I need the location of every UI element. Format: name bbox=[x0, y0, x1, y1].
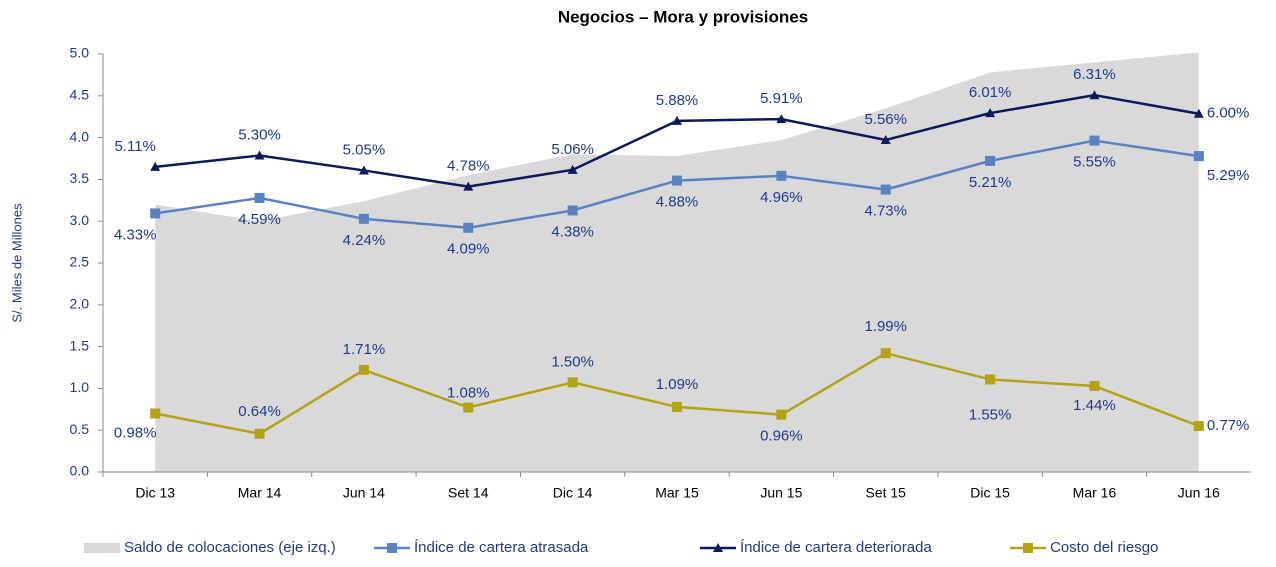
marker bbox=[358, 165, 369, 175]
x-tick-label: Set 14 bbox=[448, 485, 489, 501]
data-label: 5.55% bbox=[1073, 154, 1116, 171]
marker bbox=[1193, 421, 1204, 432]
marker bbox=[1193, 108, 1204, 118]
marker bbox=[254, 150, 265, 160]
marker bbox=[672, 401, 682, 412]
data-label: 5.11% bbox=[114, 138, 155, 155]
data-label: 6.00% bbox=[1207, 105, 1250, 122]
marker bbox=[880, 184, 891, 195]
data-label: 5.29% bbox=[1207, 167, 1250, 184]
data-label: 4.59% bbox=[238, 211, 281, 228]
data-label: 1.09% bbox=[656, 376, 699, 393]
marker bbox=[776, 170, 787, 181]
marker bbox=[776, 114, 787, 124]
x-tick-label: Dic 13 bbox=[135, 485, 175, 501]
marker bbox=[567, 205, 578, 216]
y-tick-label: 1.5 bbox=[70, 337, 90, 353]
data-label: 4.09% bbox=[447, 241, 490, 258]
data-label: 0.98% bbox=[114, 424, 157, 441]
marker bbox=[672, 175, 682, 186]
chart-title: Negocios – Mora y provisiones bbox=[558, 7, 808, 26]
marker bbox=[358, 213, 369, 224]
data-label: 6.01% bbox=[969, 84, 1012, 101]
data-label: 0.64% bbox=[238, 403, 281, 420]
y-tick-label: 2.0 bbox=[70, 296, 90, 312]
legend-label: Índice de cartera deteriorada bbox=[740, 539, 932, 556]
x-tick-label: Dic 15 bbox=[970, 485, 1010, 501]
x-tick-label: Mar 14 bbox=[238, 485, 282, 501]
marker bbox=[1089, 135, 1100, 146]
data-label: 4.38% bbox=[551, 223, 594, 240]
data-label: 5.21% bbox=[969, 174, 1012, 191]
x-tick-label: Mar 15 bbox=[655, 485, 699, 501]
marker bbox=[985, 155, 996, 166]
data-label: 1.44% bbox=[1073, 397, 1116, 414]
marker bbox=[463, 402, 474, 413]
y-tick-label: 0.0 bbox=[70, 463, 90, 479]
data-label: 4.88% bbox=[656, 194, 699, 211]
data-label: 4.96% bbox=[760, 189, 803, 206]
marker bbox=[358, 364, 369, 375]
marker bbox=[254, 192, 265, 203]
marker bbox=[1089, 381, 1100, 392]
y-tick-label: 4.5 bbox=[70, 87, 90, 103]
legend-marker bbox=[387, 543, 397, 553]
marker bbox=[1193, 151, 1204, 162]
data-label: 5.88% bbox=[656, 92, 699, 109]
y-tick-label: 3.5 bbox=[70, 170, 90, 186]
marker bbox=[672, 115, 682, 125]
data-label: 1.55% bbox=[969, 406, 1012, 423]
marker bbox=[254, 428, 265, 439]
y-tick-label: 1.0 bbox=[70, 379, 90, 395]
y-tick-label: 2.5 bbox=[70, 254, 90, 270]
legend-label: Índice de cartera atrasada bbox=[414, 539, 589, 556]
marker bbox=[463, 181, 474, 191]
y-tick-label: 0.5 bbox=[70, 421, 90, 437]
data-label: 0.77% bbox=[1207, 417, 1250, 434]
data-label: 4.24% bbox=[343, 232, 386, 249]
data-label: 6.31% bbox=[1073, 66, 1116, 83]
data-label: 4.73% bbox=[864, 203, 907, 220]
marker bbox=[463, 222, 474, 233]
marker bbox=[1089, 90, 1100, 100]
marker bbox=[567, 377, 578, 388]
data-label: 1.08% bbox=[447, 384, 490, 401]
x-tick-label: Jun 16 bbox=[1178, 485, 1220, 501]
data-label: 1.50% bbox=[551, 353, 594, 370]
data-label: 5.05% bbox=[343, 141, 386, 158]
data-label: 4.78% bbox=[447, 158, 490, 175]
legend-marker bbox=[1023, 543, 1033, 553]
marker bbox=[150, 161, 161, 171]
x-tick-label: Jun 14 bbox=[343, 485, 385, 501]
marker bbox=[880, 134, 891, 144]
data-label: 4.33% bbox=[114, 226, 157, 243]
data-label: 1.71% bbox=[343, 341, 386, 358]
data-label: 5.30% bbox=[238, 126, 281, 143]
data-label: 5.91% bbox=[760, 90, 803, 107]
data-label: 1.99% bbox=[864, 318, 907, 335]
legend-label: Costo del riesgo bbox=[1050, 539, 1158, 556]
x-tick-label: Set 15 bbox=[865, 485, 906, 501]
marker bbox=[150, 408, 161, 419]
marker bbox=[985, 374, 996, 385]
y-tick-label: 5.0 bbox=[70, 45, 90, 61]
data-label: 5.06% bbox=[551, 141, 594, 158]
y-axis-label: S/. Miles de Millones bbox=[9, 203, 24, 323]
x-tick-label: Dic 14 bbox=[553, 485, 593, 501]
marker bbox=[880, 348, 891, 359]
legend-marker bbox=[713, 543, 723, 552]
legend-label: Saldo de colocaciones (eje izq.) bbox=[124, 539, 336, 556]
data-label: 5.56% bbox=[864, 111, 907, 128]
marker bbox=[567, 164, 578, 174]
marker bbox=[776, 409, 787, 420]
marker bbox=[150, 208, 161, 219]
y-tick-label: 4.0 bbox=[70, 128, 90, 144]
legend-swatch bbox=[84, 543, 120, 553]
y-tick-label: 3.0 bbox=[70, 212, 90, 228]
x-tick-label: Jun 15 bbox=[760, 485, 802, 501]
x-tick-label: Mar 16 bbox=[1073, 485, 1117, 501]
marker bbox=[985, 108, 996, 118]
data-label: 0.96% bbox=[760, 428, 803, 445]
